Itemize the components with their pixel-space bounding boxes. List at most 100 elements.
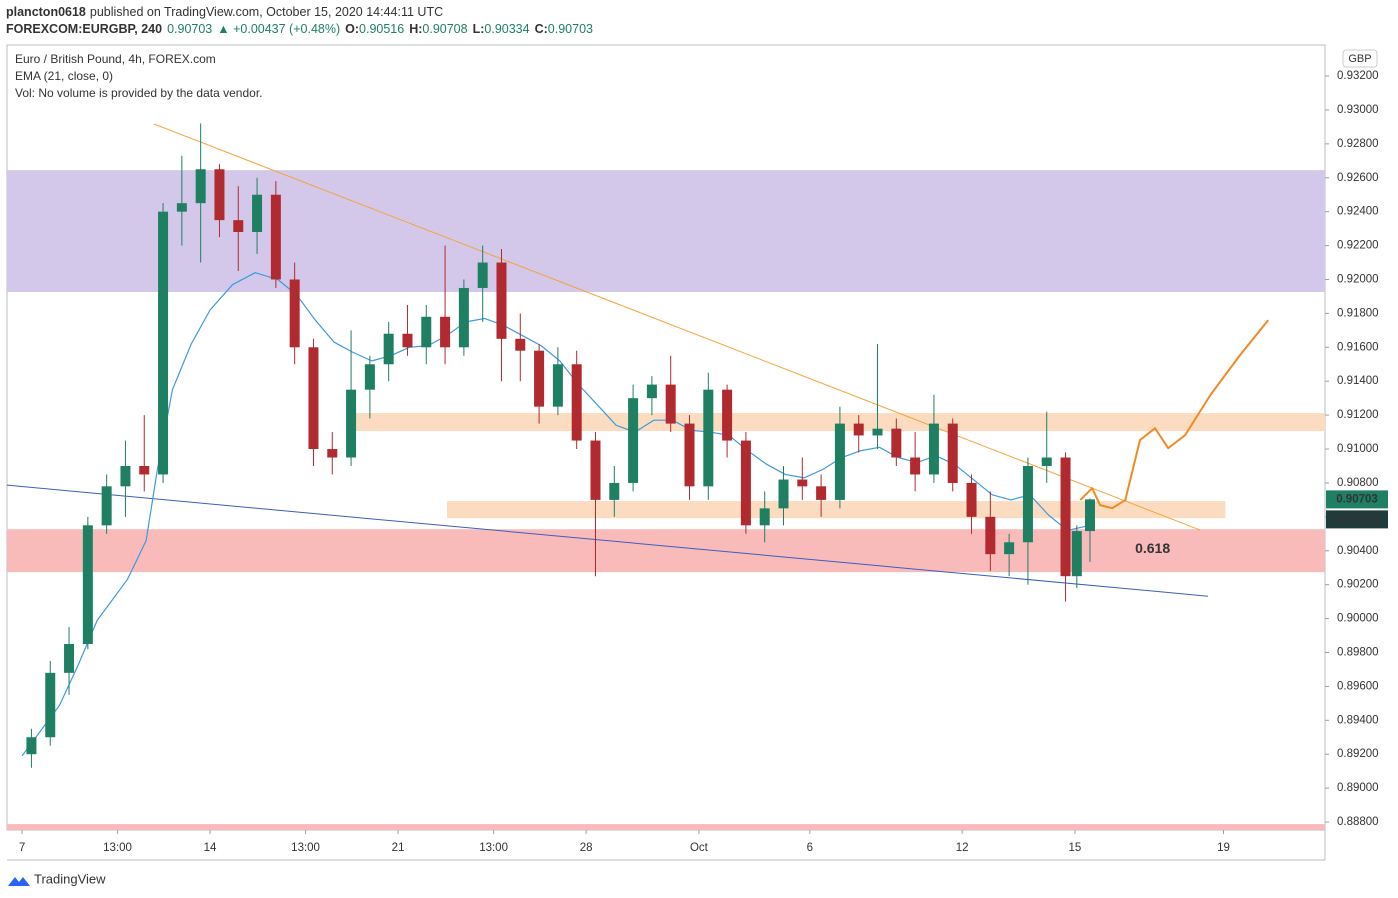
h-label: H: bbox=[409, 22, 422, 36]
candle-body bbox=[496, 262, 507, 339]
candle-body bbox=[1071, 531, 1082, 577]
x-tick-label: 15 bbox=[1069, 842, 1082, 854]
countdown: 02:15:51 bbox=[1334, 513, 1381, 525]
candle-body bbox=[421, 316, 432, 348]
y-tick-label: 0.93200 bbox=[1337, 70, 1379, 82]
candle-body bbox=[834, 423, 845, 500]
indicator: EMA (21, close, 0) bbox=[15, 69, 113, 83]
y-tick-label: 0.89800 bbox=[1337, 647, 1379, 659]
o-label: O: bbox=[345, 22, 359, 36]
candle-body bbox=[966, 482, 977, 517]
projection bbox=[1079, 319, 1269, 510]
candle-body bbox=[722, 389, 733, 441]
candle-body bbox=[910, 457, 921, 475]
candle-body bbox=[797, 479, 808, 487]
last: 0.90703 bbox=[167, 22, 212, 36]
pane bbox=[6, 44, 1326, 831]
plot: 0.618 bbox=[6, 123, 1325, 830]
annotation: 0.618 bbox=[1135, 540, 1170, 556]
candle-body bbox=[1084, 499, 1095, 532]
x-tick-label: 21 bbox=[392, 842, 405, 854]
candle-body bbox=[233, 220, 244, 233]
candle-body bbox=[684, 423, 695, 487]
x-tick-label: 13:00 bbox=[103, 842, 132, 854]
candle-body bbox=[609, 482, 620, 500]
y-tick-label: 0.92600 bbox=[1337, 172, 1379, 184]
y-tick-label: 0.90200 bbox=[1337, 579, 1379, 591]
h: 0.90708 bbox=[422, 22, 467, 36]
y-tick-label: 0.89000 bbox=[1337, 782, 1379, 794]
candle-body bbox=[346, 389, 357, 458]
x-tick-label: Oct bbox=[690, 842, 709, 854]
candle-body bbox=[646, 384, 657, 399]
candle-body bbox=[778, 479, 789, 509]
candle-body bbox=[139, 465, 150, 475]
header-line-2: FOREXCOM:EURGBP, 240 0.90703 ▲ +0.00437 (+… bbox=[6, 22, 593, 36]
y-tick-label: 0.90400 bbox=[1337, 545, 1379, 557]
x-tick-label: 6 bbox=[807, 842, 813, 854]
y-tick-label: 0.89200 bbox=[1337, 748, 1379, 760]
logo-mark bbox=[8, 877, 30, 886]
x-tick-label: 28 bbox=[580, 842, 593, 854]
trendline bbox=[6, 484, 1209, 597]
y-tick-label: 0.89400 bbox=[1337, 714, 1379, 726]
candle-body bbox=[458, 287, 469, 348]
candle-body bbox=[628, 398, 639, 483]
candle-body bbox=[985, 516, 996, 555]
candle-body bbox=[64, 644, 75, 673]
candle-body bbox=[383, 333, 394, 365]
x-tick-label: 19 bbox=[1217, 842, 1230, 854]
y-tick-label: 0.92400 bbox=[1337, 206, 1379, 218]
y-tick-label: 0.91200 bbox=[1337, 409, 1379, 421]
candle-body bbox=[853, 423, 864, 436]
y-tick-label: 0.91400 bbox=[1337, 375, 1379, 387]
y-tick-label: 0.91800 bbox=[1337, 307, 1379, 319]
candle-body bbox=[740, 440, 751, 526]
brand: TradingView bbox=[34, 871, 106, 886]
x-tick-label: 12 bbox=[956, 842, 969, 854]
y-tick-label: 0.89600 bbox=[1337, 680, 1379, 692]
candle-body bbox=[270, 194, 281, 280]
candle-body bbox=[252, 194, 263, 233]
header-line-1: plancton0618 published on TradingView.com… bbox=[6, 5, 443, 19]
candle-body bbox=[947, 423, 958, 483]
x-tick-label: 14 bbox=[204, 842, 217, 854]
candle-body bbox=[26, 737, 37, 755]
c-label: C: bbox=[535, 22, 548, 36]
y-tick-label: 0.91600 bbox=[1337, 341, 1379, 353]
candle-body bbox=[703, 389, 714, 487]
currency: GBP bbox=[1348, 53, 1371, 65]
x-tick-label: 13:00 bbox=[479, 842, 508, 854]
countdown-box bbox=[1326, 510, 1388, 529]
candle-body bbox=[327, 449, 338, 458]
candle-body bbox=[816, 486, 827, 500]
symbol: FOREXCOM:EURGBP, 240 bbox=[6, 22, 162, 36]
candle-body bbox=[872, 428, 883, 436]
candle-body bbox=[1004, 542, 1015, 555]
o: 0.90516 bbox=[359, 22, 404, 36]
y-tick-label: 0.91000 bbox=[1337, 443, 1379, 455]
candle-body bbox=[534, 350, 545, 407]
candle-body bbox=[1060, 457, 1071, 577]
candle-body bbox=[45, 672, 56, 738]
chart-title: Euro / British Pound, 4h, FOREX.com bbox=[15, 52, 216, 66]
change: ▲ +0.00437 (+0.48%) bbox=[217, 22, 340, 36]
candle-body bbox=[158, 211, 169, 475]
candle-body bbox=[759, 508, 770, 526]
note: Vol: No volume is provided by the data v… bbox=[15, 86, 262, 100]
candle-body bbox=[891, 428, 902, 458]
candle-body bbox=[1041, 457, 1052, 466]
trendline bbox=[153, 123, 1201, 531]
y-tick-label: 0.90800 bbox=[1337, 477, 1379, 489]
candle-body bbox=[176, 203, 187, 212]
candle-body bbox=[515, 338, 526, 351]
zone bbox=[7, 824, 1325, 830]
candle-body bbox=[477, 262, 488, 288]
candle-body bbox=[1022, 465, 1033, 543]
l-label: L: bbox=[473, 22, 485, 36]
last-price: 0.90703 bbox=[1336, 493, 1378, 505]
x-tick-label: 13:00 bbox=[291, 842, 320, 854]
candle-body bbox=[120, 465, 131, 487]
